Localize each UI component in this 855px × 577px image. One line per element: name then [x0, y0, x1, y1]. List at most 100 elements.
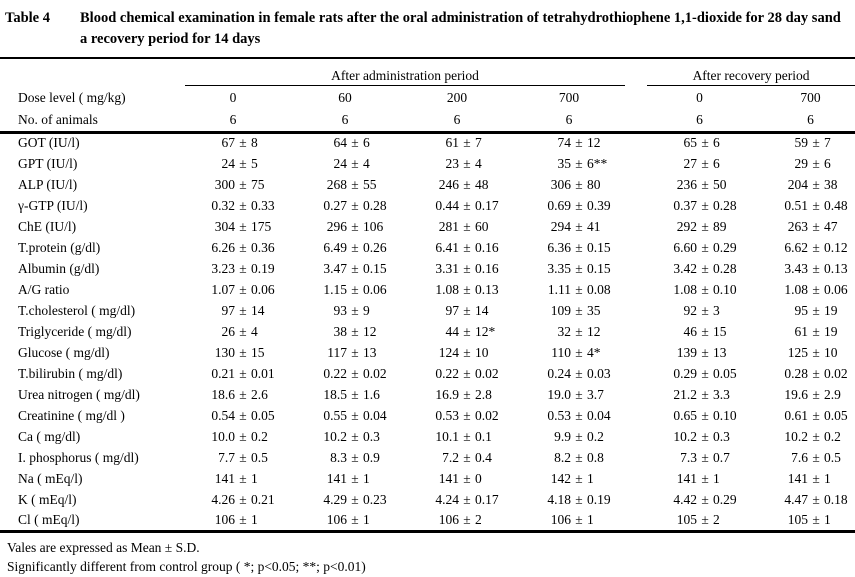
group-header-spacer: [0, 58, 185, 86]
mean-value: 3.31: [435, 260, 459, 276]
value-cell: 263 ±47: [744, 216, 855, 237]
plus-minus-sign: ±: [239, 491, 247, 507]
mean-value: 105: [676, 511, 698, 527]
value-cell: 0.61 ±0.05: [744, 405, 855, 426]
sd-value: 12*: [475, 323, 496, 339]
plus-minus-sign: ±: [239, 449, 247, 465]
sd-value: 0.17: [475, 491, 499, 507]
sd-value: 1.6: [363, 386, 380, 402]
mean-value: 10.2: [323, 428, 347, 444]
plus-minus-sign: ±: [575, 511, 583, 527]
value-cell: 10.0 ±0.2: [185, 426, 297, 447]
sd-value: 0.28: [363, 197, 387, 213]
plus-minus-sign: ±: [575, 323, 583, 339]
mean-value: 3.47: [323, 260, 347, 276]
table-row: I. phosphorus ( mg/dl) 7.7 ±0.5 8.3 ±0.9 7.2 ±…: [0, 447, 855, 468]
mean-value: 117: [327, 344, 347, 360]
mean-value: 300: [214, 176, 235, 192]
plus-minus-sign: ±: [351, 155, 359, 171]
mean-value: 105: [787, 511, 809, 527]
mean-value: 0.21: [211, 365, 235, 381]
sd-value: 0.10: [713, 281, 737, 297]
mean-value: 130: [214, 344, 235, 360]
value-cell: 105 ±1: [744, 510, 855, 531]
sd-value: 2.6: [251, 386, 268, 402]
mean-value: 23: [445, 155, 460, 171]
sd-value: 0.48: [824, 197, 848, 213]
mean-value: 6.36: [547, 239, 572, 255]
mean-value: 0.51: [784, 197, 809, 213]
row-label: I. phosphorus ( mg/dl): [18, 449, 139, 465]
value-cell: 141 ±1: [185, 468, 297, 489]
animals-count: 6: [696, 111, 703, 127]
value-cell: 8.2 ±0.8: [521, 447, 633, 468]
sd-value: 0.15: [587, 260, 611, 276]
mean-value: 7.2: [442, 449, 459, 465]
value-cell: 32 ±12: [521, 321, 633, 342]
sd-value: 0.04: [363, 407, 387, 423]
value-cell: 4.26 ±0.21: [185, 489, 297, 510]
value-cell: 1.11 ±0.08: [521, 279, 633, 300]
mean-value: 3.43: [784, 260, 809, 276]
mean-value: 125: [787, 344, 809, 360]
sd-value: 1: [363, 470, 370, 486]
plus-minus-sign: ±: [239, 197, 247, 213]
plus-minus-sign: ±: [812, 428, 820, 444]
value-cell: 1.08 ±0.13: [409, 279, 521, 300]
sd-value: 13: [363, 344, 377, 360]
plus-minus-sign: ±: [575, 302, 583, 318]
mean-value: 24: [333, 155, 348, 171]
plus-minus-sign: ±: [351, 135, 359, 151]
mean-value: 0.32: [211, 197, 235, 213]
sd-value: 0.9: [363, 449, 380, 465]
value-cell: 0.24 ±0.03: [521, 363, 633, 384]
value-cell: 3.42 ±0.28: [633, 258, 744, 279]
mean-value: 3.42: [673, 260, 698, 276]
sd-value: 1: [587, 470, 594, 486]
sd-value: 6: [713, 155, 720, 171]
mean-value: 7.3: [680, 449, 698, 465]
plus-minus-sign: ±: [575, 260, 583, 276]
value-cell: 0.22 ±0.02: [409, 363, 521, 384]
value-cell: 6.60 ±0.29: [633, 237, 744, 258]
plus-minus-sign: ±: [575, 239, 583, 255]
mean-value: 0.22: [323, 365, 347, 381]
table-row: GOT (IU/l) 67 ±8 64 ±6 61 ±7 74 ±12 65 ±6 59 ±7: [0, 132, 855, 153]
plus-minus-sign: ±: [351, 428, 359, 444]
value-cell: 0.21 ±0.01: [185, 363, 297, 384]
dose-value: 0: [696, 89, 703, 105]
row-label: GOT (IU/l): [18, 135, 80, 151]
value-cell: 4.42 ±0.29: [633, 489, 744, 510]
table-row: Cl ( mEq/l) 106 ±1 106 ±1 106 ±2 106 ±1 105 ±2 105 ±…: [0, 510, 855, 531]
value-cell: 10.2 ±0.2: [744, 426, 855, 447]
dose-row: Dose level ( mg/kg) 0 60 200 700 0 700: [0, 86, 855, 109]
admin-period-header: After administration period: [185, 58, 633, 86]
value-cell: 6.26 ±0.36: [185, 237, 297, 258]
sd-value: 0.19: [587, 491, 611, 507]
plus-minus-sign: ±: [351, 365, 359, 381]
value-cell: 3.35 ±0.15: [521, 258, 633, 279]
plus-minus-sign: ±: [239, 281, 247, 297]
mean-value: 0.53: [547, 407, 572, 423]
sd-value: 5: [251, 155, 258, 171]
plus-minus-sign: ±: [463, 135, 471, 151]
table-row: T.protein (g/dl) 6.26 ±0.36 6.49 ±0.26 6.41 ±0…: [0, 237, 855, 258]
plus-minus-sign: ±: [701, 344, 709, 360]
mean-value: 106: [438, 511, 459, 527]
plus-minus-sign: ±: [351, 449, 359, 465]
plus-minus-sign: ±: [701, 449, 709, 465]
mean-value: 4.42: [673, 491, 698, 507]
dose-level-label: Dose level ( mg/kg): [18, 89, 126, 105]
sd-value: 75: [251, 176, 265, 192]
plus-minus-sign: ±: [351, 281, 359, 297]
animals-count: 6: [229, 111, 237, 127]
mean-value: 19.0: [547, 386, 572, 402]
mean-value: 109: [550, 302, 572, 318]
plus-minus-sign: ±: [812, 386, 820, 402]
plus-minus-sign: ±: [701, 135, 709, 151]
plus-minus-sign: ±: [575, 197, 583, 213]
value-cell: 4.47 ±0.18: [744, 489, 855, 510]
plus-minus-sign: ±: [239, 260, 247, 276]
mean-value: 236: [676, 176, 698, 192]
value-cell: 9.9 ±0.2: [521, 426, 633, 447]
